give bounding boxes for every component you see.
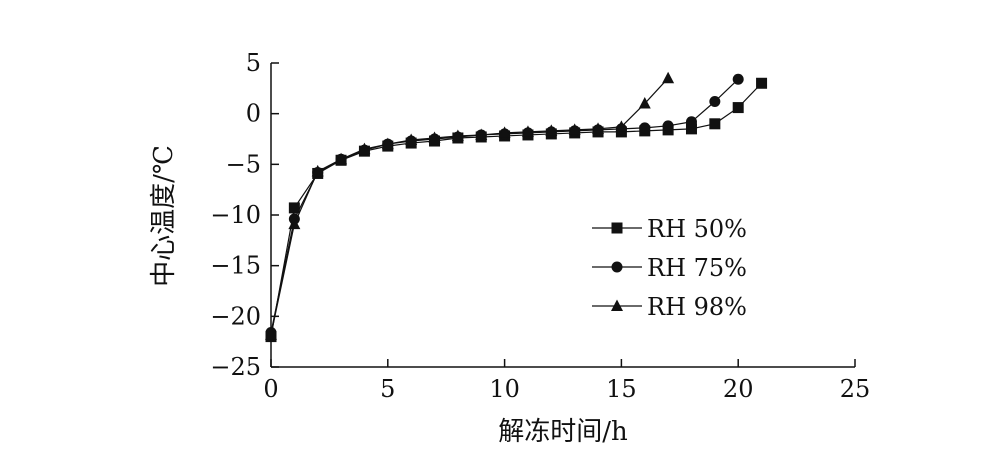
data-point [358,142,371,155]
y-tick-label: −5 [226,150,261,178]
legend-entry: RH 75% [592,254,747,282]
y-axis-label: 中心温度/℃ [149,145,179,287]
data-point [545,124,558,136]
data-point [428,131,441,143]
data-point [475,128,488,140]
data-point [405,133,418,146]
axes: 0 5 10 15 20 25 5 0 −5 −10 −15 −20 −25 [210,49,870,403]
data-point [265,328,277,340]
data-point [662,71,675,84]
x-tick-label: 15 [606,375,637,403]
y-tick-label: −20 [210,302,261,330]
data-point [381,137,394,150]
data-point [311,164,324,177]
data-point [732,102,744,114]
x-tick-label: 0 [263,375,278,403]
y-tick-label: −15 [210,252,261,280]
data-point [756,77,768,89]
y-tick-label: −25 [210,353,261,381]
legend-marker [611,261,623,273]
data-point [335,152,348,165]
series-triangle [265,71,675,340]
series-layer [265,71,768,343]
data-point [709,96,721,108]
data-point [568,123,581,135]
legend-marker [611,299,623,311]
y-tick-label: 5 [246,49,261,77]
data-point [615,120,628,132]
data-point [662,120,674,132]
x-tick-label: 25 [840,375,871,403]
legend-entry: RH 98% [592,293,747,321]
data-point [521,125,534,137]
data-point [288,217,301,230]
legend-entry: RH 50% [592,215,747,243]
series-line [270,82,762,337]
y-tick-label: 0 [246,100,261,128]
data-point [638,97,651,109]
series-line [270,77,669,335]
x-axis-label: 解冻时间/h [498,417,628,447]
data-point [639,122,651,134]
data-point [685,123,697,135]
data-point [732,73,744,85]
legend-label: RH 50% [647,215,747,243]
data-point [498,126,511,138]
legend-label: RH 98% [647,293,747,321]
data-point [685,116,697,128]
y-tick-label: −10 [210,201,261,229]
legend-marker [611,222,623,234]
x-tick-label: 20 [723,375,754,403]
data-point [709,118,721,130]
x-tick-label: 10 [489,375,520,403]
data-point [592,122,605,134]
data-point [451,129,464,141]
data-point [288,202,300,214]
legend-label: RH 75% [647,254,747,282]
x-tick-label: 5 [380,375,395,403]
legend: RH 50% RH 75% RH 98% [592,215,747,321]
